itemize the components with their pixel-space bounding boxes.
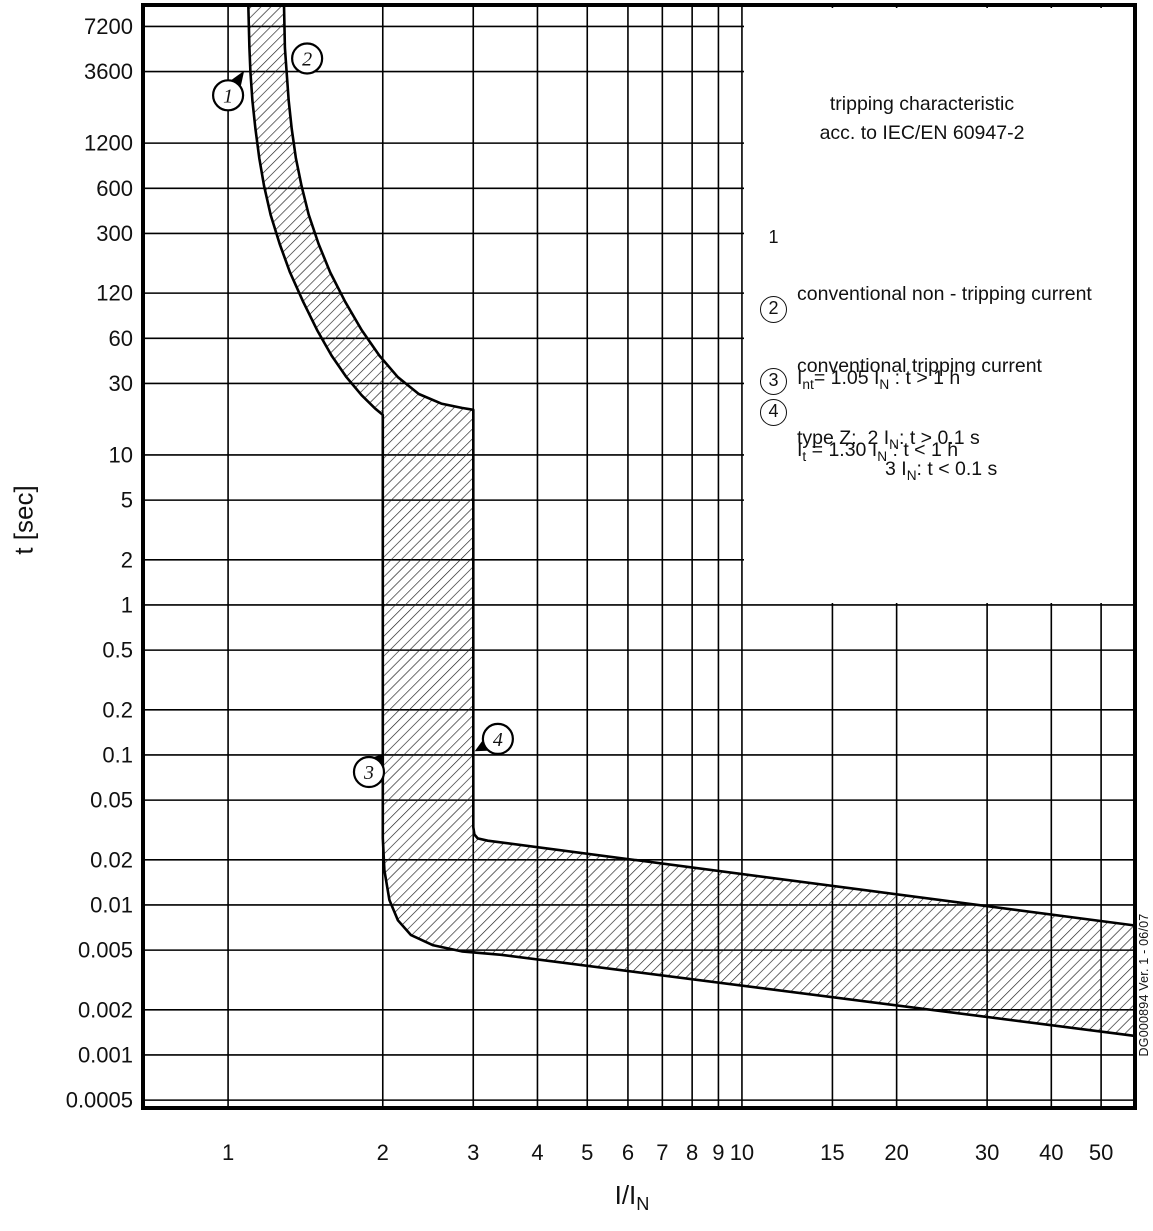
x-tick-label: 10 [730, 1140, 754, 1165]
y-tick-label: 0.05 [90, 788, 133, 813]
y-tick-label: 1 [121, 592, 133, 617]
marker-circle-3 [352, 755, 386, 789]
legend-item-3-text: type Z: 2 IN: t > 0.1 s [797, 368, 980, 515]
y-tick-label: 600 [96, 176, 133, 201]
y-tick-label: 120 [96, 281, 133, 306]
y-tick-label: 30 [109, 371, 133, 396]
y-tick-label: 1200 [84, 131, 133, 156]
y-tick-label: 5 [121, 488, 133, 513]
x-tick-label: 6 [622, 1140, 634, 1165]
y-axis-label: t [sec] [8, 485, 39, 555]
marker-number-1: 1 [223, 85, 233, 107]
marker-number-4: 4 [493, 729, 503, 751]
x-tick-label: 2 [377, 1140, 389, 1165]
legend-item-2-number: 2 [760, 296, 787, 323]
legend-item-2-line1: conventional tripping current [797, 355, 1042, 377]
y-tick-label: 0.0005 [66, 1088, 133, 1113]
legend-item-2: 2 conventional tripping current It = 1.3… [760, 296, 1129, 527]
legend-item-3: 3 type Z: 2 IN: t > 0.1 s [760, 368, 1129, 515]
legend-title-line1: tripping characteristic [829, 93, 1015, 115]
y-tick-label: 0.02 [90, 847, 133, 872]
legend-item-3-number: 3 [760, 368, 787, 395]
plot-frame [141, 3, 1137, 1110]
x-axis-label: I/IN [614, 1180, 650, 1215]
x-tick-label: 15 [820, 1140, 844, 1165]
marker-pointer-1 [231, 70, 245, 86]
legend-item-2-line2: It = 1.30 IN : t < 1 h [797, 439, 959, 464]
x-tick-label: 3 [467, 1140, 479, 1165]
x-tick-label: 50 [1089, 1140, 1113, 1165]
legend-item-4-line1: 3 IN: t < 0.1 s [885, 458, 998, 483]
y-tick-label: 60 [109, 326, 133, 351]
y-tick-label: 0.001 [78, 1042, 133, 1067]
y-tick-label: 0.2 [102, 697, 133, 722]
marker-circle-4 [481, 722, 514, 755]
x-tick-label: 20 [884, 1140, 908, 1165]
marker-circle-1 [211, 79, 245, 112]
marker-number-3: 3 [363, 762, 374, 784]
legend-item-2-text: conventional tripping current It = 1.30 … [797, 296, 1042, 527]
document-reference-note: DG000894 Ver. 1 - 06/07 [1137, 913, 1151, 1057]
marker-pointer-4 [474, 741, 488, 752]
x-tick-label: 40 [1039, 1140, 1063, 1165]
legend-item-4-text: 3 IN: t < 0.1 s [885, 399, 997, 546]
x-tick-label: 4 [531, 1140, 543, 1165]
y-tick-label: 0.005 [78, 938, 133, 963]
x-tick-label: 9 [712, 1140, 724, 1165]
y-tick-label: 0.01 [90, 892, 133, 917]
legend-item-4-number: 4 [760, 399, 787, 426]
legend-title: tripping characteristic acc. to IEC/EN 6… [744, 90, 1100, 148]
legend-item-3-line1: type Z: 2 IN: t > 0.1 s [797, 427, 980, 452]
legend-item-1-line1: conventional non - tripping current [797, 283, 1092, 305]
marker-circle-2 [291, 42, 324, 75]
y-tick-label: 3600 [84, 59, 133, 84]
y-tick-label: 0.1 [102, 742, 133, 767]
legend-item-1-text: conventional non - tripping current Int=… [797, 224, 1092, 455]
y-tick-label: 7200 [84, 14, 133, 39]
marker-pointer-3 [374, 753, 384, 764]
x-tick-label: 7 [656, 1140, 668, 1165]
x-tick-label: 1 [222, 1140, 234, 1165]
y-tick-label: 2 [121, 547, 133, 572]
legend-item-1-number: 1 [768, 227, 779, 247]
y-tick-label: 0.002 [78, 997, 133, 1022]
tripping-band [247, 3, 1137, 1038]
y-tick-label: 0.5 [102, 638, 133, 663]
marker-number-2: 2 [302, 48, 312, 70]
legend: tripping characteristic acc. to IEC/EN 6… [744, 8, 1133, 603]
legend-item-1-line2: Int= 1.05 IN : t > 1 h [797, 367, 961, 392]
y-tick-label: 300 [96, 221, 133, 246]
x-tick-label: 30 [975, 1140, 999, 1165]
y-tick-label: 10 [109, 442, 133, 467]
legend-item-1: 1 conventional non - tripping current In… [760, 224, 1129, 455]
x-tick-label: 5 [581, 1140, 593, 1165]
legend-title-line2: acc. to IEC/EN 60947-2 [819, 122, 1025, 144]
legend-item-4: 4 3 IN: t < 0.1 s [760, 399, 1129, 546]
x-tick-label: 8 [686, 1140, 698, 1165]
